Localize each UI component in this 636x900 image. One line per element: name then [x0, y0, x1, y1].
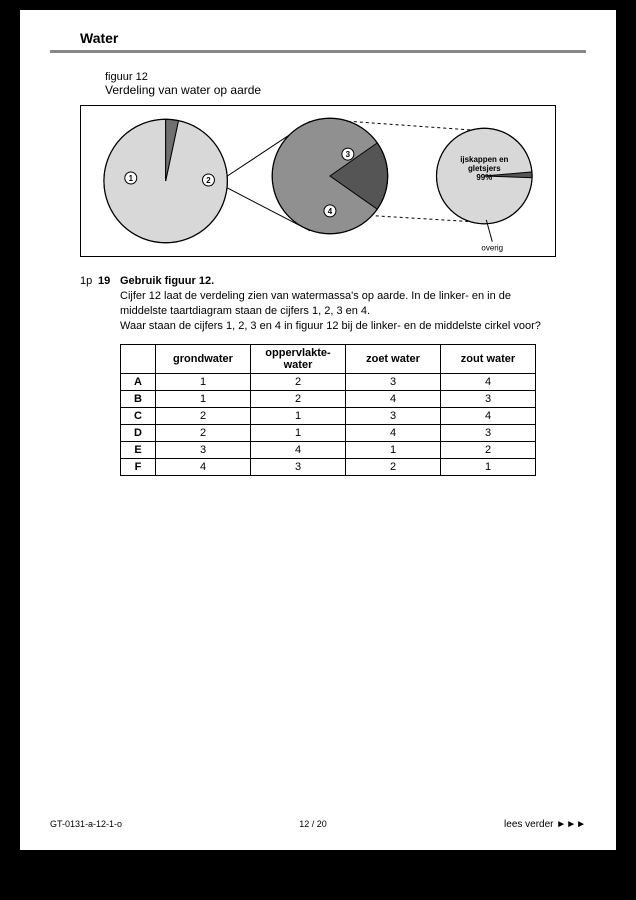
row-label: D: [121, 424, 156, 441]
table-cell: 4: [346, 424, 441, 441]
svg-text:gletsjers: gletsjers: [468, 164, 501, 173]
table-cell: 4: [346, 390, 441, 407]
table-cell: 3: [441, 424, 536, 441]
table-cell: 2: [156, 424, 251, 441]
table-corner: [121, 344, 156, 373]
table-cell: 3: [346, 407, 441, 424]
page-footer: GT-0131-a-12-1-o 12 / 20 lees verder ►►►: [50, 819, 586, 830]
row-label: A: [121, 373, 156, 390]
table-cell: 1: [156, 390, 251, 407]
table-cell: 1: [346, 441, 441, 458]
table-row: B1243: [121, 390, 536, 407]
table-cell: 3: [251, 458, 346, 475]
row-label: B: [121, 390, 156, 407]
svg-text:99%: 99%: [476, 173, 492, 182]
question-number: 19: [98, 275, 120, 334]
table-column-header: oppervlakte-water: [251, 344, 346, 373]
answer-table: grondwateroppervlakte-waterzoet waterzou…: [120, 344, 536, 476]
svg-text:overig: overig: [481, 244, 503, 253]
table-row: D2143: [121, 424, 536, 441]
table-cell: 4: [441, 407, 536, 424]
table-cell: 4: [441, 373, 536, 390]
table-cell: 1: [251, 424, 346, 441]
table-cell: 1: [441, 458, 536, 475]
table-cell: 1: [156, 373, 251, 390]
diagram-box: 1 2 3 4 ijskappen engletsjers99% overig: [80, 105, 556, 257]
table-cell: 2: [251, 390, 346, 407]
table-cell: 3: [441, 390, 536, 407]
table-cell: 1: [251, 407, 346, 424]
table-cell: 3: [156, 441, 251, 458]
question-points: 1p: [80, 275, 98, 334]
table-cell: 2: [156, 407, 251, 424]
figure-title: Verdeling van water op aarde: [105, 83, 586, 97]
svg-text:4: 4: [328, 207, 333, 216]
table-column-header: zoet water: [346, 344, 441, 373]
question-lead: Gebruik figuur 12.: [120, 275, 556, 287]
row-label: C: [121, 407, 156, 424]
table-cell: 3: [346, 373, 441, 390]
table-row: E3412: [121, 441, 536, 458]
page-header-title: Water: [80, 30, 586, 46]
header-rule: [50, 50, 586, 53]
diagram-svg: 1 2 3 4 ijskappen engletsjers99% overig: [81, 106, 555, 256]
table-column-header: grondwater: [156, 344, 251, 373]
table-cell: 2: [251, 373, 346, 390]
table-cell: 4: [156, 458, 251, 475]
table-cell: 2: [441, 441, 536, 458]
svg-text:1: 1: [129, 174, 134, 183]
figure-label: figuur 12: [105, 71, 586, 83]
svg-text:2: 2: [206, 176, 211, 185]
table-cell: 2: [346, 458, 441, 475]
row-label: F: [121, 458, 156, 475]
question-block: 1p 19 Gebruik figuur 12. Cijfer 12 laat …: [80, 275, 556, 334]
svg-text:3: 3: [346, 150, 351, 159]
footer-center: 12 / 20: [299, 819, 327, 830]
footer-right: lees verder ►►►: [504, 819, 586, 830]
svg-text:ijskappen en: ijskappen en: [460, 155, 508, 164]
row-label: E: [121, 441, 156, 458]
table-column-header: zout water: [441, 344, 536, 373]
table-row: F4321: [121, 458, 536, 475]
table-row: A1234: [121, 373, 536, 390]
table-cell: 4: [251, 441, 346, 458]
question-text: Cijfer 12 laat de verdeling zien van wat…: [120, 289, 556, 334]
table-row: C2134: [121, 407, 536, 424]
footer-left: GT-0131-a-12-1-o: [50, 819, 122, 830]
